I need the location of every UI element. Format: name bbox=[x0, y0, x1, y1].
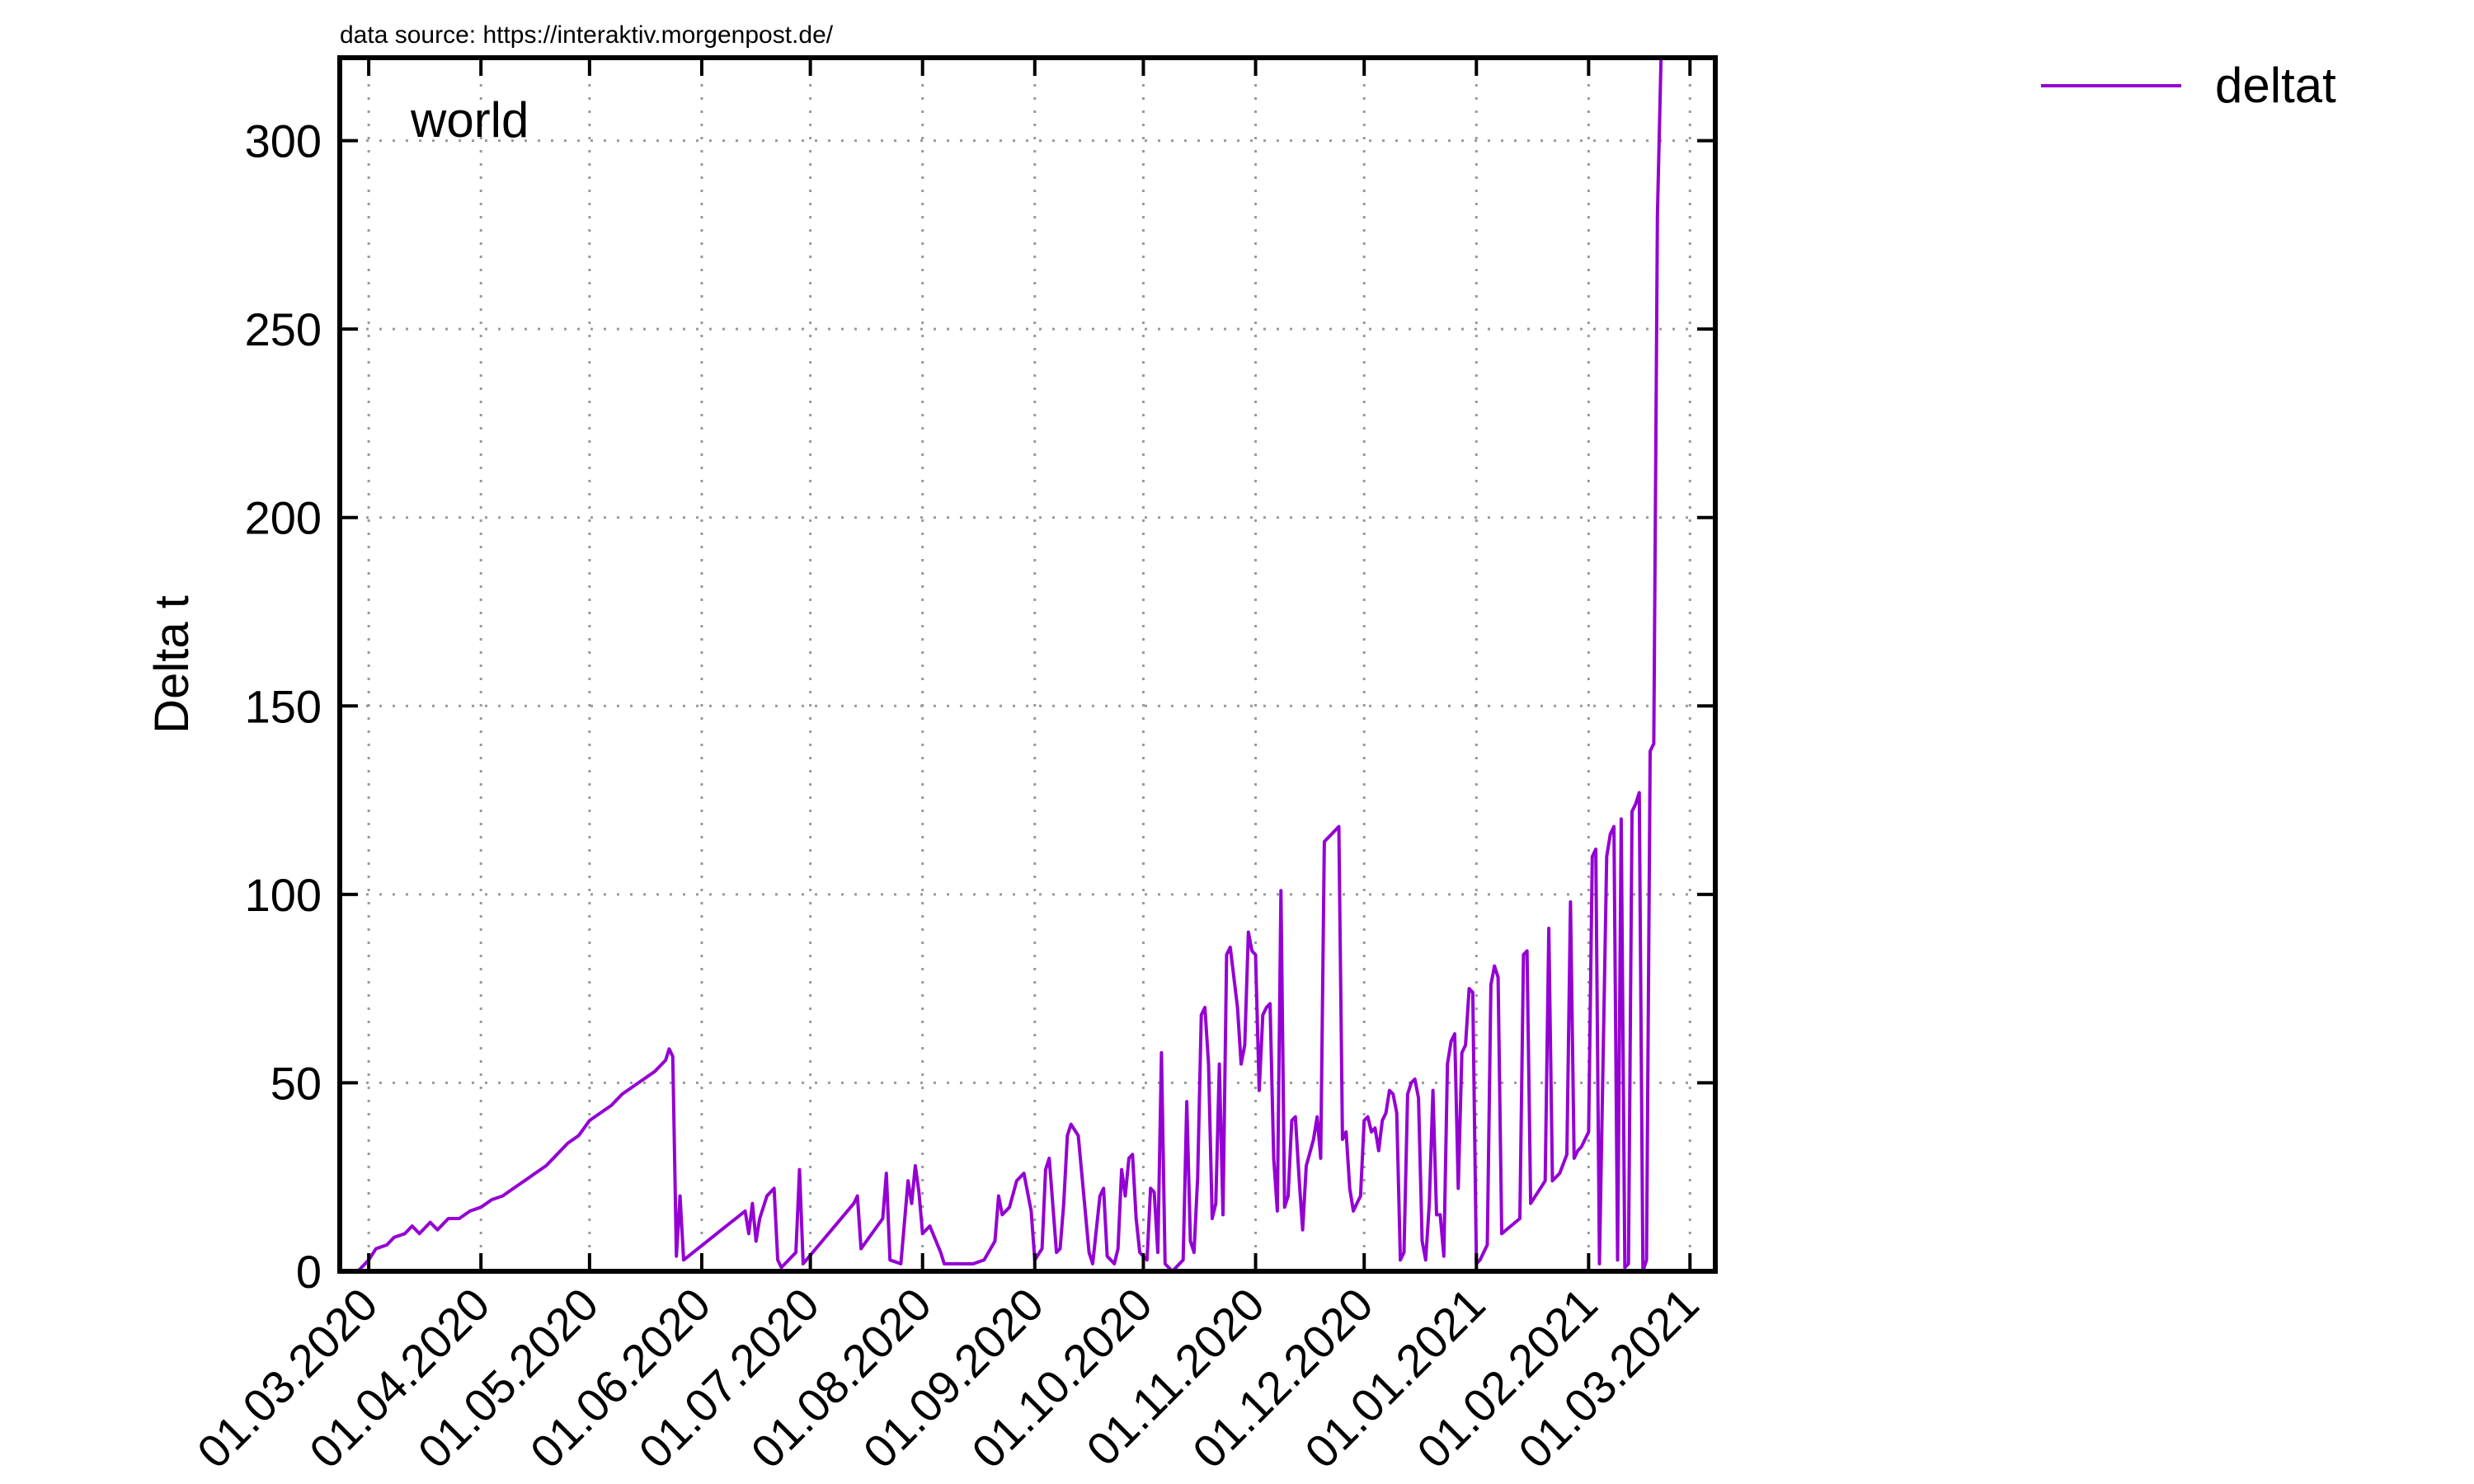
source-note: data source: https://interaktiv.morgenpo… bbox=[340, 21, 834, 49]
y-tick-label: 150 bbox=[245, 680, 322, 732]
y-tick-labels: 0 50 100 150 200 250 300 bbox=[245, 115, 322, 1298]
grid bbox=[340, 58, 1715, 1271]
legend: deltat bbox=[2041, 58, 2336, 113]
y-tick-label: 300 bbox=[245, 115, 322, 167]
y-tick-label: 100 bbox=[245, 869, 322, 921]
y-tick-label: 250 bbox=[245, 303, 322, 355]
series-line-deltat bbox=[356, 57, 1663, 1273]
ticks bbox=[340, 58, 1715, 1273]
y-axis-title: Delta t bbox=[145, 595, 199, 734]
plot-frame bbox=[337, 55, 1718, 1274]
y-tick-label: 50 bbox=[270, 1057, 322, 1109]
series-layer bbox=[356, 57, 1663, 1273]
legend-label: deltat bbox=[2215, 58, 2336, 113]
inset-label: world bbox=[410, 92, 529, 148]
y-tick-label: 0 bbox=[296, 1246, 322, 1298]
y-tick-label: 200 bbox=[245, 492, 322, 544]
x-tick-labels: 01.03.202001.04.202001.05.202001.06.2020… bbox=[187, 1278, 1709, 1478]
